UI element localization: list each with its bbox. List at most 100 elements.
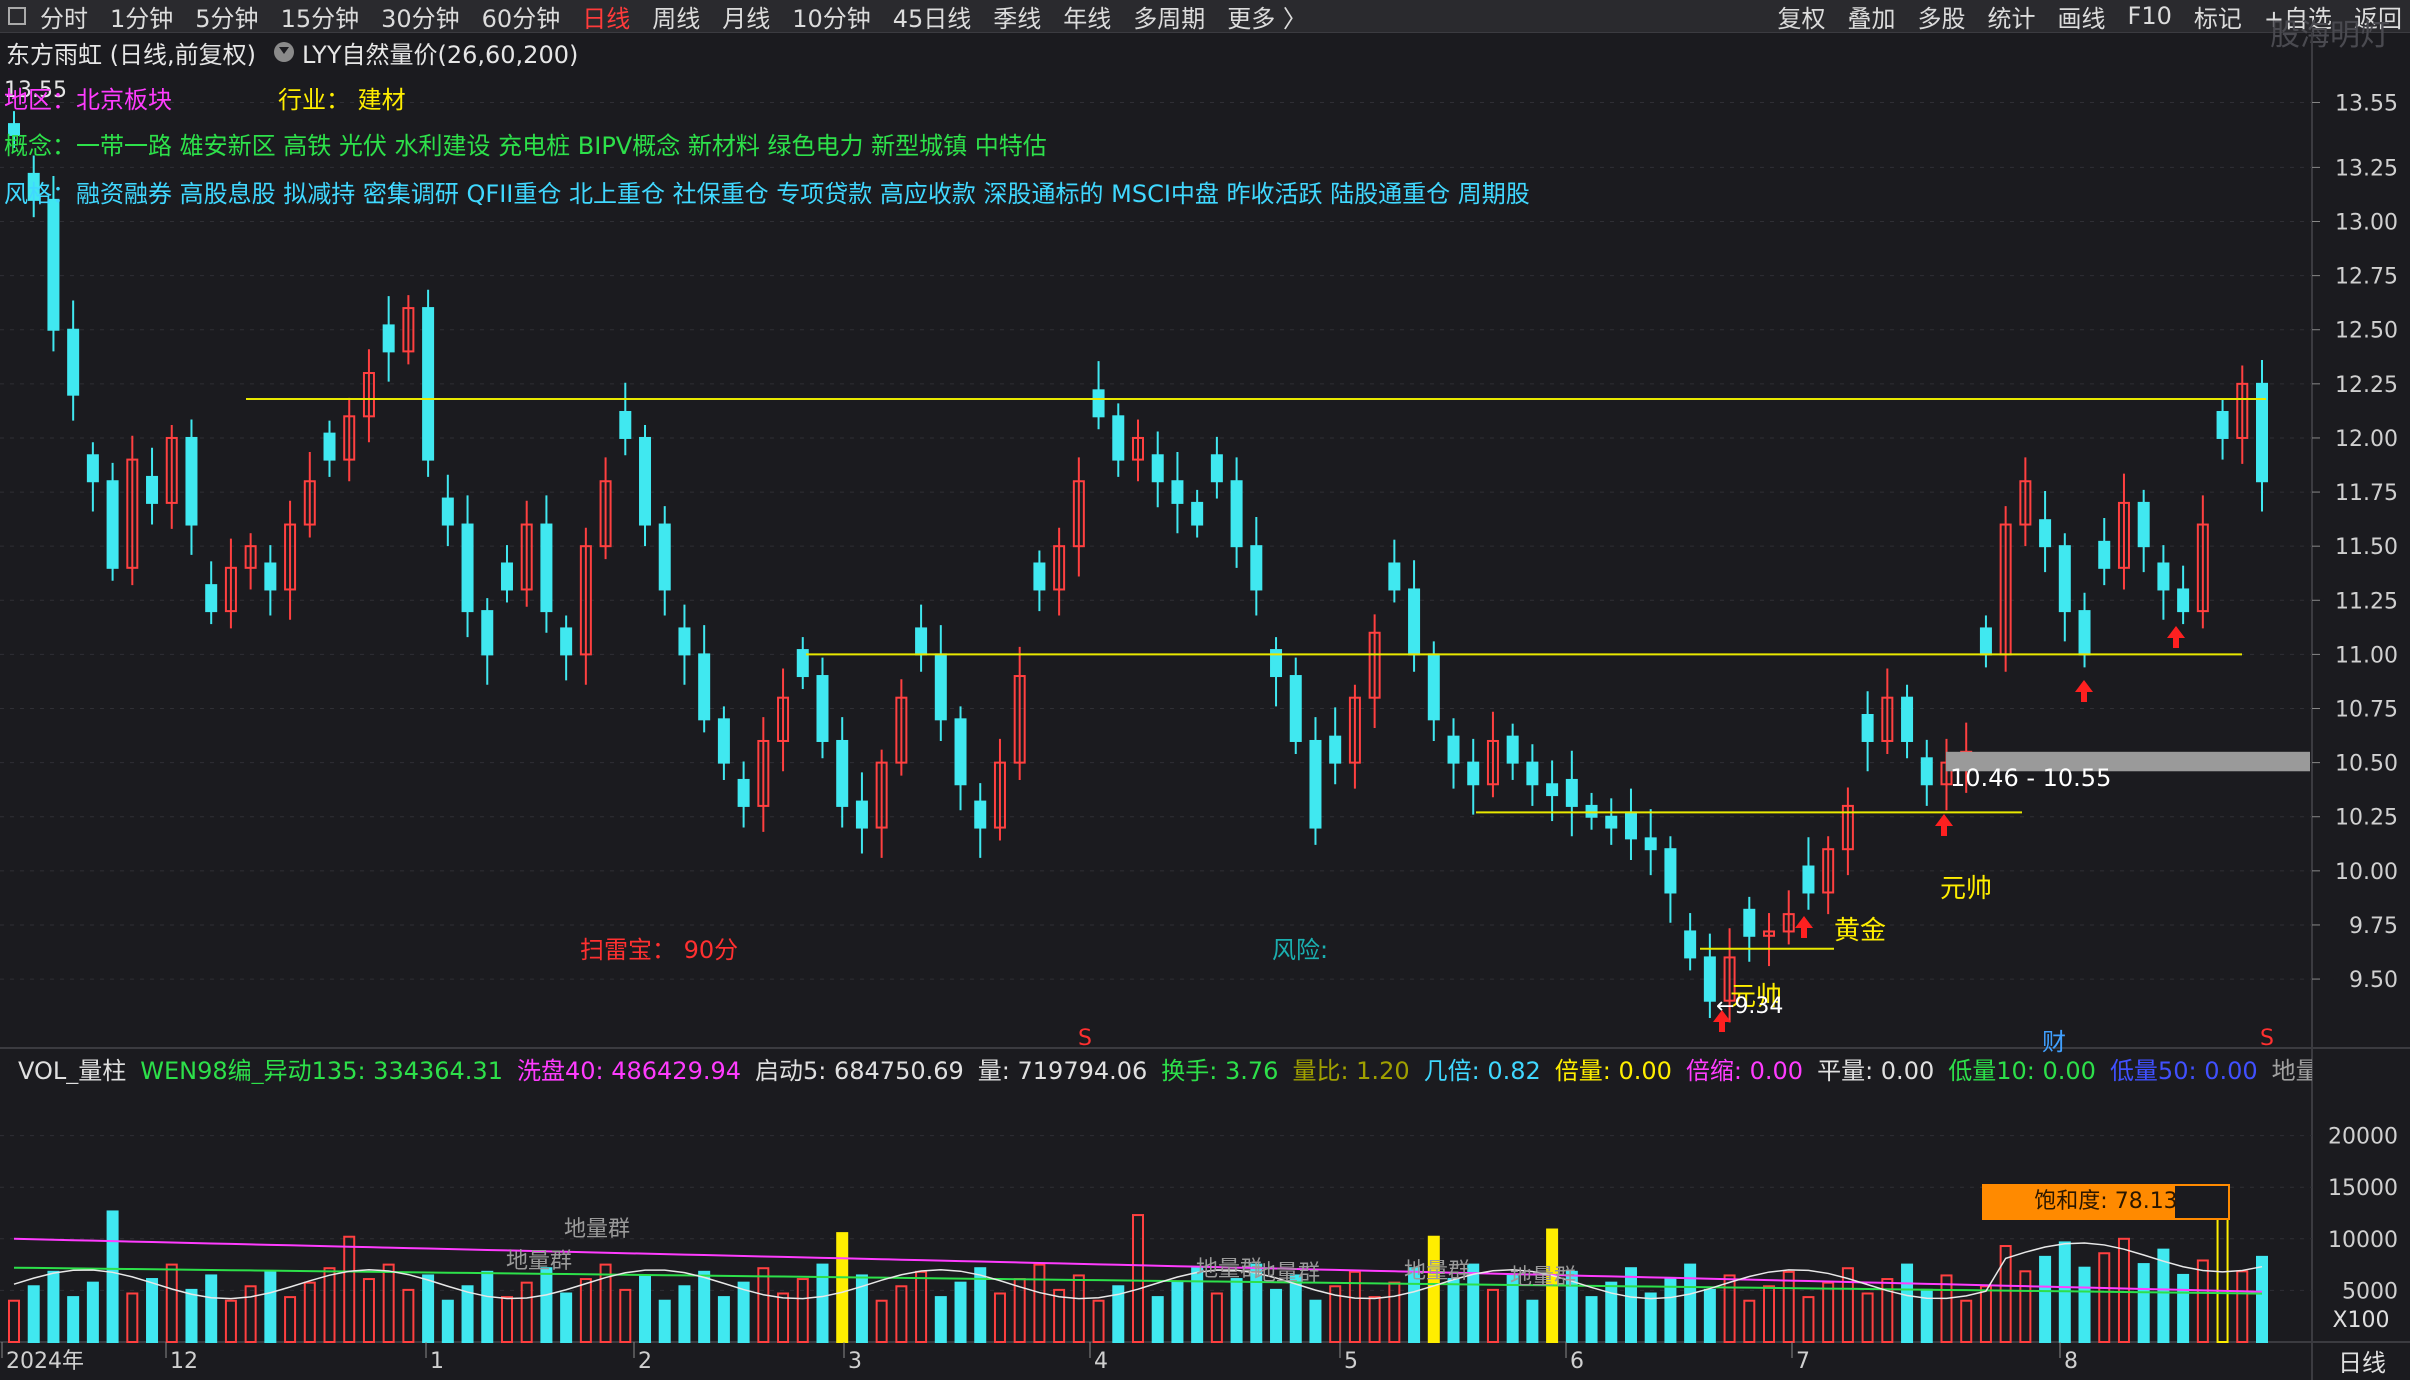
candle-body-60 <box>1191 501 1204 526</box>
period-tab-6[interactable]: 日线 <box>582 4 631 33</box>
period-tab-9[interactable]: 10分钟 <box>792 4 871 33</box>
period-tab-8[interactable]: 月线 <box>722 4 771 33</box>
candle-body-80 <box>1585 804 1598 818</box>
vol-bar-40 <box>796 1278 809 1343</box>
vol-bar-43 <box>855 1274 868 1344</box>
candle-body-79 <box>1565 778 1578 807</box>
candle-body-66 <box>1309 739 1322 829</box>
candle-body-88 <box>1743 908 1756 937</box>
period-tab-1[interactable]: 1分钟 <box>110 4 174 33</box>
candle-body-41 <box>816 675 829 742</box>
vol-bar-77 <box>1526 1299 1539 1343</box>
candle-body-69 <box>1368 631 1381 699</box>
industry-text: 行业： 建材 <box>278 86 406 114</box>
period-tab-14[interactable]: 更多 〉 <box>1227 4 1307 33</box>
vol-bar-102 <box>2019 1270 2032 1343</box>
vol-bar-44 <box>875 1299 888 1343</box>
toolbar-button-1[interactable]: 叠加 <box>1847 4 1896 33</box>
time-tick-label-8: 7 <box>1796 1349 1810 1374</box>
candle-body-106 <box>2098 540 2111 569</box>
watermark: 股海明灯 <box>2270 18 2390 53</box>
candle-body-61 <box>1210 454 1223 483</box>
vol-bar-48 <box>954 1281 967 1344</box>
candle-body-112 <box>2216 410 2229 439</box>
vol-bar-99 <box>1960 1299 1973 1343</box>
vol-field-12: 地量: 0.00 <box>2271 1056 2312 1085</box>
candle-body-47 <box>934 653 947 721</box>
candle-body-57 <box>1132 436 1144 461</box>
buy-arrow-icon-3 <box>2075 680 2093 702</box>
vol-bar-96 <box>1901 1263 1914 1343</box>
vol-bar-11 <box>224 1299 237 1343</box>
toolbar-button-3[interactable]: 统计 <box>1987 4 2036 33</box>
price-tick-label-10: 11.00 <box>2335 643 2398 668</box>
candle-body-84 <box>1664 848 1677 894</box>
candle-body-17 <box>343 415 356 461</box>
vol-bar-69 <box>1368 1296 1381 1344</box>
period-tab-2[interactable]: 5分钟 <box>195 4 259 33</box>
period-tab-7[interactable]: 周线 <box>652 4 701 33</box>
vol-bar-57 <box>1132 1214 1144 1343</box>
low-volume-label-0: 地量群 <box>564 1217 630 1242</box>
vol-bar-59 <box>1171 1281 1184 1344</box>
candle-body-93 <box>1841 804 1854 851</box>
vol-bar-109 <box>2157 1248 2170 1343</box>
vol-bar-75 <box>1486 1288 1499 1344</box>
candle-body-77 <box>1526 761 1539 786</box>
vol-tick-label-1: 15000 <box>2328 1176 2398 1201</box>
vol-bar-3 <box>67 1296 80 1344</box>
vol-bar-21 <box>422 1274 435 1344</box>
toolbar-button-8[interactable]: 返回 <box>2354 4 2402 33</box>
candle-body-107 <box>2117 501 2130 569</box>
indicator-title[interactable]: LYY自然量价(26,60,200) <box>273 35 579 70</box>
period-tab-10[interactable]: 45日线 <box>892 4 972 33</box>
candle-body-9 <box>185 436 198 526</box>
period-tab-5[interactable]: 60分钟 <box>481 4 561 33</box>
vol-field-6: 几倍: 0.82 <box>1423 1056 1541 1085</box>
price-tick-label-11: 10.75 <box>2335 698 2398 723</box>
toolbar-button-0[interactable]: 复权 <box>1777 4 1826 33</box>
price-tick-label-0: 13.55 <box>2335 91 2398 116</box>
candle-body-95 <box>1881 696 1894 742</box>
vol-bar-23 <box>461 1285 474 1343</box>
vol-indicator-name[interactable]: VOL_量柱 <box>18 1056 127 1085</box>
vol-bar-86 <box>1703 1288 1716 1344</box>
period-tab-13[interactable]: 多周期 <box>1133 4 1206 33</box>
period-tab-12[interactable]: 年线 <box>1063 4 1112 33</box>
vol-field-7: 倍量: 0.00 <box>1554 1056 1672 1085</box>
candle-body-12 <box>244 545 257 569</box>
toolbar-button-2[interactable]: 多股 <box>1917 4 1966 33</box>
toolbar-button-6[interactable]: 标记 <box>2193 4 2242 33</box>
indicator-name: LYY自然量价(26,60,200) <box>301 40 579 69</box>
vol-bar-50 <box>993 1292 1006 1343</box>
vol-bar-34 <box>678 1285 691 1343</box>
candle-body-26 <box>520 523 533 591</box>
signal-label-2: 黄金 <box>1834 916 1887 946</box>
scan-score: 扫雷宝： 90分 <box>580 936 739 964</box>
period-tab-11[interactable]: 季线 <box>993 4 1042 33</box>
candle-body-48 <box>954 718 967 786</box>
period-tab-3[interactable]: 15分钟 <box>280 4 360 33</box>
vol-bar-62 <box>1230 1278 1243 1343</box>
vol-bar-90 <box>1782 1270 1795 1343</box>
candle-body-43 <box>855 800 868 829</box>
vol-bar-7 <box>146 1278 159 1343</box>
candle-body-103 <box>2039 519 2052 548</box>
stock-title[interactable]: 东方雨虹 (日线,前复权) <box>6 40 256 69</box>
toolbar-button-7[interactable]: +自选 <box>2263 4 2332 33</box>
candle-body-74 <box>1467 761 1480 786</box>
period-tab-0[interactable]: 分时 <box>40 4 88 33</box>
toolbar-button-4[interactable]: 画线 <box>2057 4 2106 33</box>
vol-bar-53 <box>1053 1288 1066 1344</box>
chevron-down-icon[interactable] <box>273 42 294 62</box>
period-tab-4[interactable]: 30分钟 <box>381 4 460 33</box>
vol-bar-71 <box>1408 1267 1421 1344</box>
period-indicator[interactable]: 日线 <box>2312 1346 2410 1380</box>
candle-body-28 <box>560 627 573 656</box>
window-icon[interactable] <box>8 7 26 25</box>
candle-body-13 <box>264 562 277 591</box>
time-tick-label-5: 4 <box>1094 1349 1108 1374</box>
toolbar-button-5[interactable]: F10 <box>2127 2 2172 30</box>
vol-bar-84 <box>1664 1278 1677 1343</box>
